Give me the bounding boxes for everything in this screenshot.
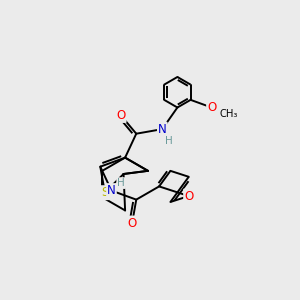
Text: O: O xyxy=(128,217,137,230)
Text: H: H xyxy=(165,136,173,146)
Text: O: O xyxy=(207,101,216,114)
Text: N: N xyxy=(158,123,167,136)
Text: H: H xyxy=(117,178,125,188)
Text: S: S xyxy=(101,186,109,199)
Text: O: O xyxy=(184,190,194,202)
Text: CH₃: CH₃ xyxy=(220,109,238,119)
Text: N: N xyxy=(107,184,116,197)
Text: O: O xyxy=(116,109,126,122)
